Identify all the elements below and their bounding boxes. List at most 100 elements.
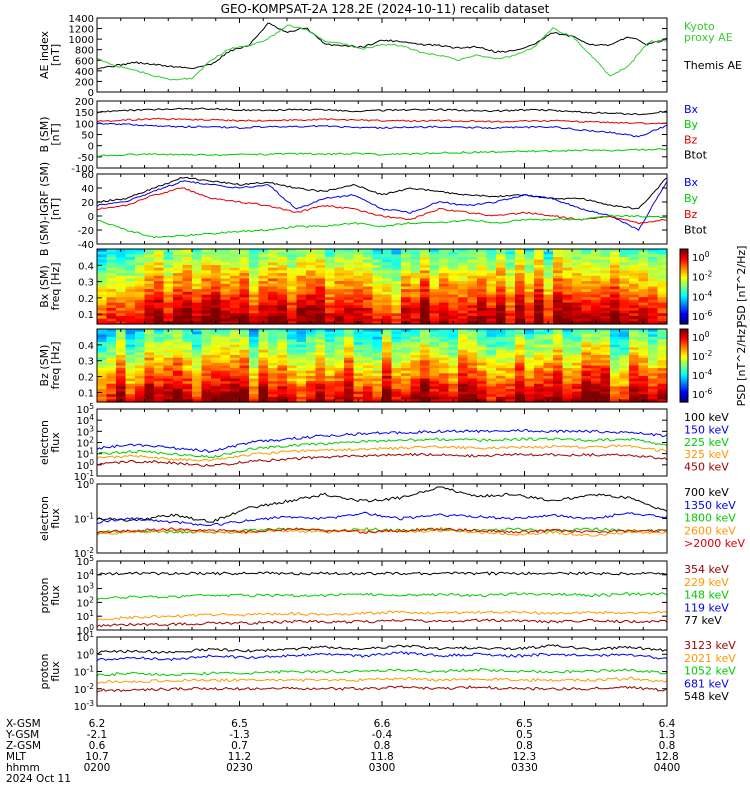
bx_spec-cell — [401, 259, 412, 263]
bx_spec-cell — [372, 273, 383, 277]
bz_spec-cell — [97, 331, 108, 335]
bz_spec-cell — [182, 357, 193, 361]
bx_spec-cell — [638, 307, 649, 312]
bz_spec-cell — [287, 375, 298, 380]
bx_spec-cell — [382, 270, 393, 274]
bz_spec-cell — [144, 373, 155, 377]
bx_spec-cell — [220, 273, 231, 277]
bz_spec-cell — [458, 329, 469, 333]
bx_spec-cell — [296, 262, 307, 266]
bz_spec-cell — [201, 334, 212, 338]
bz_spec-cell — [591, 349, 602, 354]
bx_spec-cell — [144, 265, 155, 269]
e_flux_low-ytick-label-exp: 3 — [89, 424, 94, 433]
bx_spec-cell — [325, 265, 336, 269]
bz_spec-cell — [277, 391, 288, 395]
bx_spec-cell — [467, 297, 478, 301]
bx_spec-cell — [220, 315, 231, 320]
bz_spec-cell — [287, 399, 298, 403]
bz_spec-cell — [258, 370, 269, 374]
bz_spec-cell — [239, 360, 250, 364]
bx_spec-cell — [353, 267, 364, 272]
bz_spec-cell — [363, 329, 374, 333]
bx_spec-cell — [477, 321, 488, 325]
bz_spec-cell — [220, 399, 231, 403]
bz_spec-cell — [116, 391, 127, 395]
bx_spec-cell — [353, 273, 364, 277]
bx_spec-cell — [410, 286, 421, 290]
bx_spec-cell — [106, 299, 117, 304]
bx_spec-cell — [477, 254, 488, 258]
bx_spec-cell — [135, 257, 146, 261]
bx_spec-cell — [315, 278, 326, 282]
bx_spec-cell — [173, 259, 184, 263]
bz_spec-cell — [144, 378, 155, 382]
ae-ytick-label: 800 — [75, 46, 94, 57]
bx_spec-cell — [382, 294, 393, 298]
bx_spec-cell — [401, 315, 412, 320]
bz_spec-cell — [401, 362, 412, 367]
bz_spec-cell — [220, 365, 231, 369]
bx_spec-cell — [610, 294, 621, 298]
bx_spec-cell — [391, 313, 402, 317]
bx_spec-cell — [106, 302, 117, 306]
bx_spec-cell — [391, 315, 402, 320]
bz_spec-cell — [334, 375, 345, 380]
bz_spec-cell — [230, 329, 241, 333]
bz_spec-cell — [648, 362, 659, 367]
bx_spec-cell — [524, 275, 535, 280]
bz_spec-cell — [505, 373, 516, 377]
bx_spec-cell — [534, 315, 545, 320]
p_flux_high-ytick-label-exp: 0 — [89, 647, 94, 656]
bx_spec-cell — [467, 321, 478, 325]
bx_spec-cell — [249, 267, 260, 272]
bx_spec-cell — [505, 267, 516, 272]
bx_spec-cell — [296, 299, 307, 304]
bz_spec-cell — [591, 378, 602, 382]
bx_spec-cell — [239, 251, 250, 255]
bx_spec-cell — [173, 302, 184, 306]
bx_spec-cell — [610, 286, 621, 290]
bx_spec-cell — [182, 254, 193, 258]
ae-ylabel: AE index[nT] — [38, 30, 62, 79]
bx_spec-cell — [420, 291, 431, 296]
bx_spec-cell — [458, 294, 469, 298]
bx_spec-cell — [448, 286, 459, 290]
bz_spec-colorbar-cell — [680, 343, 688, 347]
bx_spec-cell — [610, 254, 621, 258]
bx_spec-cell — [439, 307, 450, 312]
bx_spec-cell — [363, 307, 374, 312]
bz_spec-cell — [439, 342, 450, 346]
bx_spec-cell — [315, 289, 326, 293]
bx_spec-cell — [410, 270, 421, 274]
bz_spec-cell — [163, 373, 174, 377]
bz_spec-cell — [420, 383, 431, 387]
bz_spec-cell — [106, 334, 117, 338]
bx_spec-cell — [486, 281, 497, 285]
e_flux_low-legend-item: 100 keV — [684, 411, 729, 424]
b_igrf-legend-item: Bz — [684, 208, 698, 221]
bz_spec-cell — [325, 375, 336, 380]
bz_spec-cell — [97, 383, 108, 387]
bx_spec-cell — [230, 297, 241, 301]
bx_spec-cell — [515, 267, 526, 272]
bz_spec-cell — [220, 388, 231, 393]
bz_spec-cell — [230, 394, 241, 398]
bx_spec-cell — [505, 259, 516, 263]
bx_spec-cell — [543, 307, 554, 312]
bz_spec-cell — [534, 365, 545, 369]
bz_spec-cell — [648, 344, 659, 348]
p_flux_high-ytick-label: 10-3 — [74, 699, 94, 713]
bx_spec-cell — [581, 273, 592, 277]
bz_spec-cell — [410, 334, 421, 338]
bx_spec-cell — [610, 251, 621, 255]
bz_spec-cell — [220, 394, 231, 398]
bz_spec-cell — [562, 375, 573, 380]
bx_spec-cell — [106, 281, 117, 285]
bz_spec-cell — [268, 388, 279, 393]
bz_spec-cell — [173, 342, 184, 346]
bx_spec-cell — [467, 302, 478, 306]
bx_spec-cell — [610, 321, 621, 325]
bz_spec-cell — [600, 370, 611, 374]
